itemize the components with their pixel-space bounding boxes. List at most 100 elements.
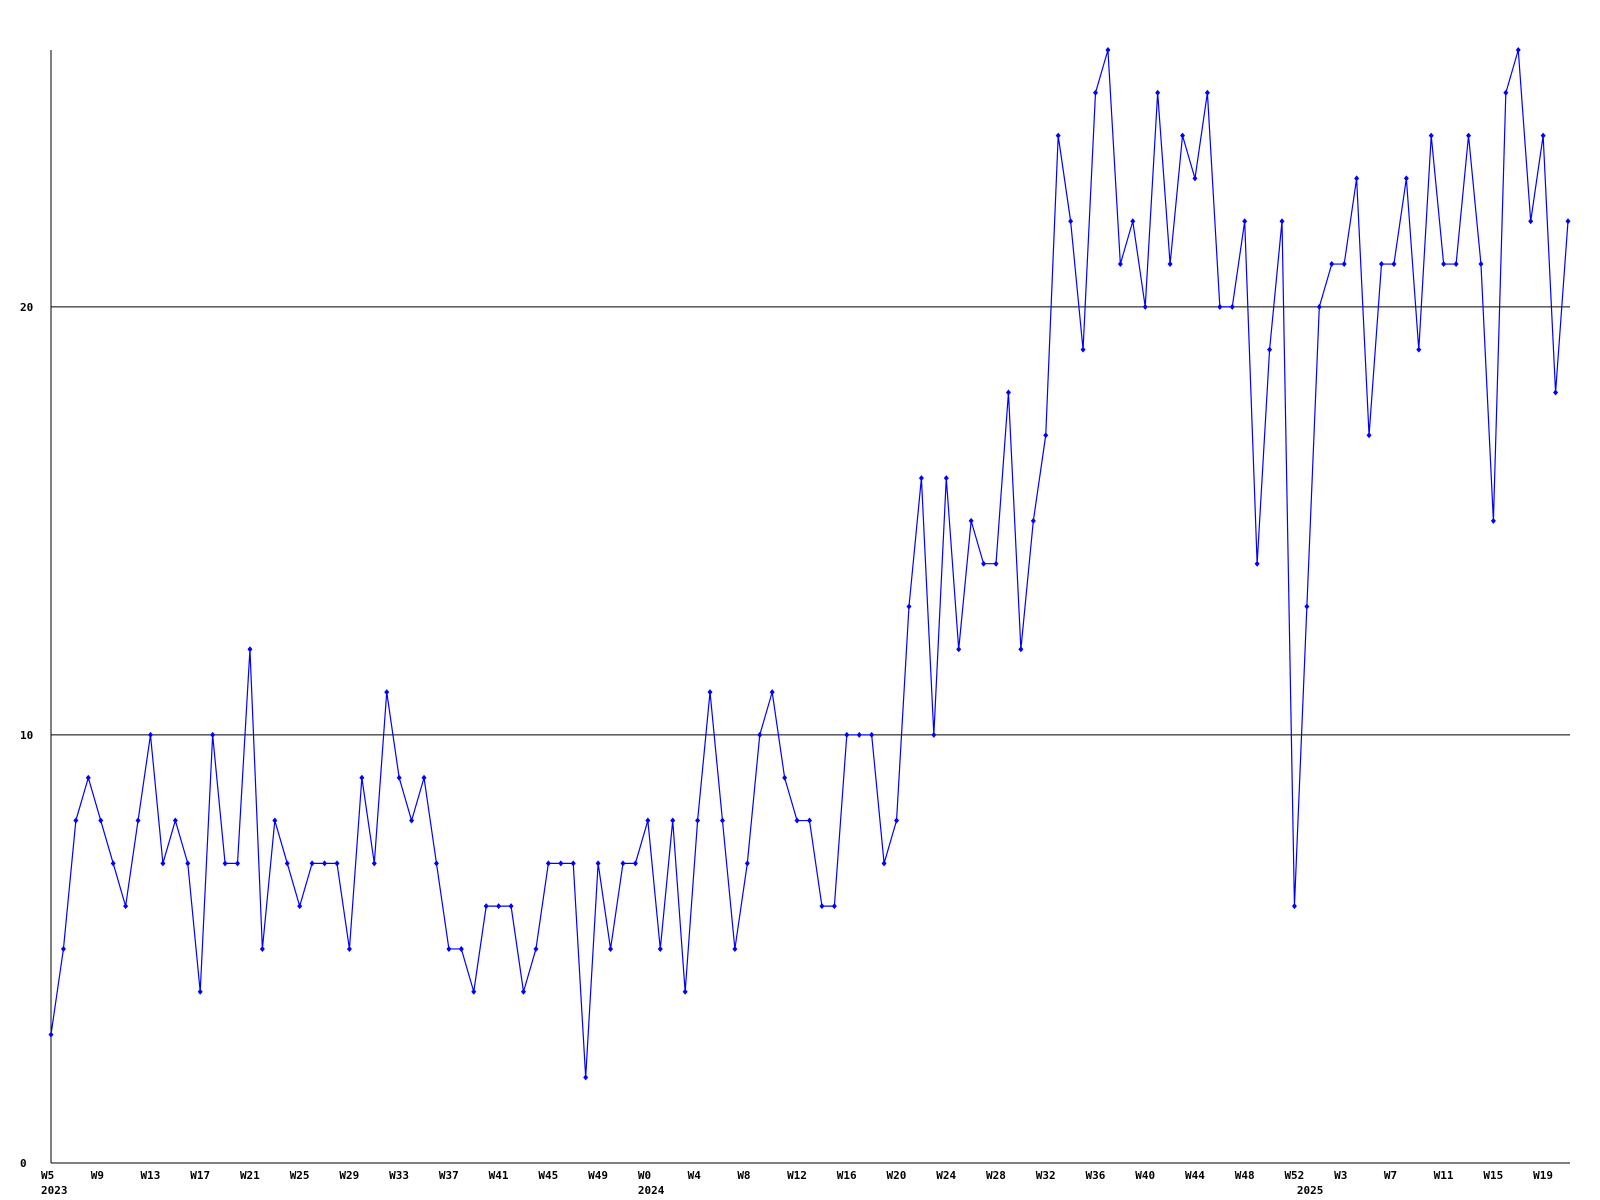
data-point: [682, 988, 688, 995]
data-point: [1279, 218, 1285, 225]
x-tick-label: W5: [41, 1169, 54, 1182]
data-point: [918, 475, 924, 482]
data-point: [719, 817, 725, 824]
data-point: [147, 731, 153, 738]
data-point: [657, 945, 663, 952]
data-point: [48, 1031, 54, 1038]
data-point: [1403, 175, 1409, 182]
data-point: [1192, 175, 1198, 182]
data-point: [1441, 261, 1447, 268]
data-point: [446, 945, 452, 952]
data-point: [309, 860, 315, 867]
x-tick-label: W9: [91, 1169, 104, 1182]
data-point: [632, 860, 638, 867]
y-tick-label: 20: [20, 301, 33, 314]
x-tick-label: W20: [887, 1169, 907, 1182]
data-point: [272, 817, 278, 824]
data-point: [558, 860, 564, 867]
x-tick-label: W45: [538, 1169, 558, 1182]
data-point: [1316, 303, 1322, 310]
data-point: [1267, 346, 1273, 353]
data-point: [259, 945, 265, 952]
data-point: [1018, 646, 1024, 653]
x-tick-label: W13: [140, 1169, 160, 1182]
data-point: [620, 860, 626, 867]
x-year-label: 2024: [638, 1184, 665, 1197]
data-point: [993, 560, 999, 567]
data-point: [583, 1074, 589, 1081]
data-point: [110, 860, 116, 867]
data-point: [359, 774, 365, 781]
data-point: [1142, 303, 1148, 310]
data-point: [608, 945, 614, 952]
data-point: [160, 860, 166, 867]
data-point: [73, 817, 79, 824]
data-point: [185, 860, 191, 867]
x-tick-label: W52: [1284, 1169, 1304, 1182]
data-point: [284, 860, 290, 867]
data-point: [483, 903, 489, 910]
data-point: [1105, 47, 1111, 53]
data-point: [1117, 261, 1123, 268]
x-tick-label: W41: [489, 1169, 509, 1182]
data-point: [1490, 517, 1496, 524]
data-point: [956, 646, 962, 653]
data-point: [1366, 432, 1372, 439]
data-point: [881, 860, 887, 867]
x-tick-label: W36: [1085, 1169, 1105, 1182]
data-point: [1304, 603, 1310, 610]
data-point: [471, 988, 477, 995]
data-point: [1130, 218, 1136, 225]
data-point: [831, 903, 837, 910]
data-point: [943, 475, 949, 482]
data-point: [1391, 261, 1397, 268]
data-point: [222, 860, 228, 867]
y-tick-label: 10: [20, 729, 33, 742]
data-point: [1229, 303, 1235, 310]
data-point: [744, 860, 750, 867]
data-point: [1528, 218, 1534, 225]
data-point: [197, 988, 203, 995]
data-point: [384, 689, 390, 696]
data-point: [894, 817, 900, 824]
data-point: [421, 774, 427, 781]
data-point: [1565, 218, 1571, 225]
data-point: [396, 774, 402, 781]
data-point: [1416, 346, 1422, 353]
data-point: [869, 731, 875, 738]
x-tick-label: W0: [638, 1169, 651, 1182]
x-tick-label: W8: [737, 1169, 750, 1182]
x-tick-label: W11: [1434, 1169, 1454, 1182]
data-point: [1553, 389, 1559, 396]
data-point: [968, 517, 974, 524]
data-point: [794, 817, 800, 824]
data-point: [135, 817, 141, 824]
data-point: [1068, 218, 1074, 225]
data-point: [496, 903, 502, 910]
data-point: [645, 817, 651, 824]
data-point: [1540, 132, 1546, 139]
x-tick-label: W7: [1384, 1169, 1397, 1182]
data-point: [371, 860, 377, 867]
x-tick-label: W4: [688, 1169, 702, 1182]
x-tick-label: W40: [1135, 1169, 1155, 1182]
x-tick-label: W32: [1036, 1169, 1056, 1182]
data-point: [172, 817, 178, 824]
data-point: [856, 731, 862, 738]
data-point: [707, 689, 713, 696]
data-point: [297, 903, 303, 910]
data-point: [670, 817, 676, 824]
x-tick-label: W19: [1533, 1169, 1553, 1182]
data-point: [433, 860, 439, 867]
y-tick-label: 0: [20, 1157, 27, 1170]
data-point: [695, 817, 701, 824]
x-tick-label: W24: [936, 1169, 956, 1182]
data-point: [1428, 132, 1434, 139]
data-point: [458, 945, 464, 952]
data-point: [1055, 132, 1061, 139]
data-point: [533, 945, 539, 952]
data-point: [1167, 261, 1173, 268]
data-point: [1217, 303, 1223, 310]
